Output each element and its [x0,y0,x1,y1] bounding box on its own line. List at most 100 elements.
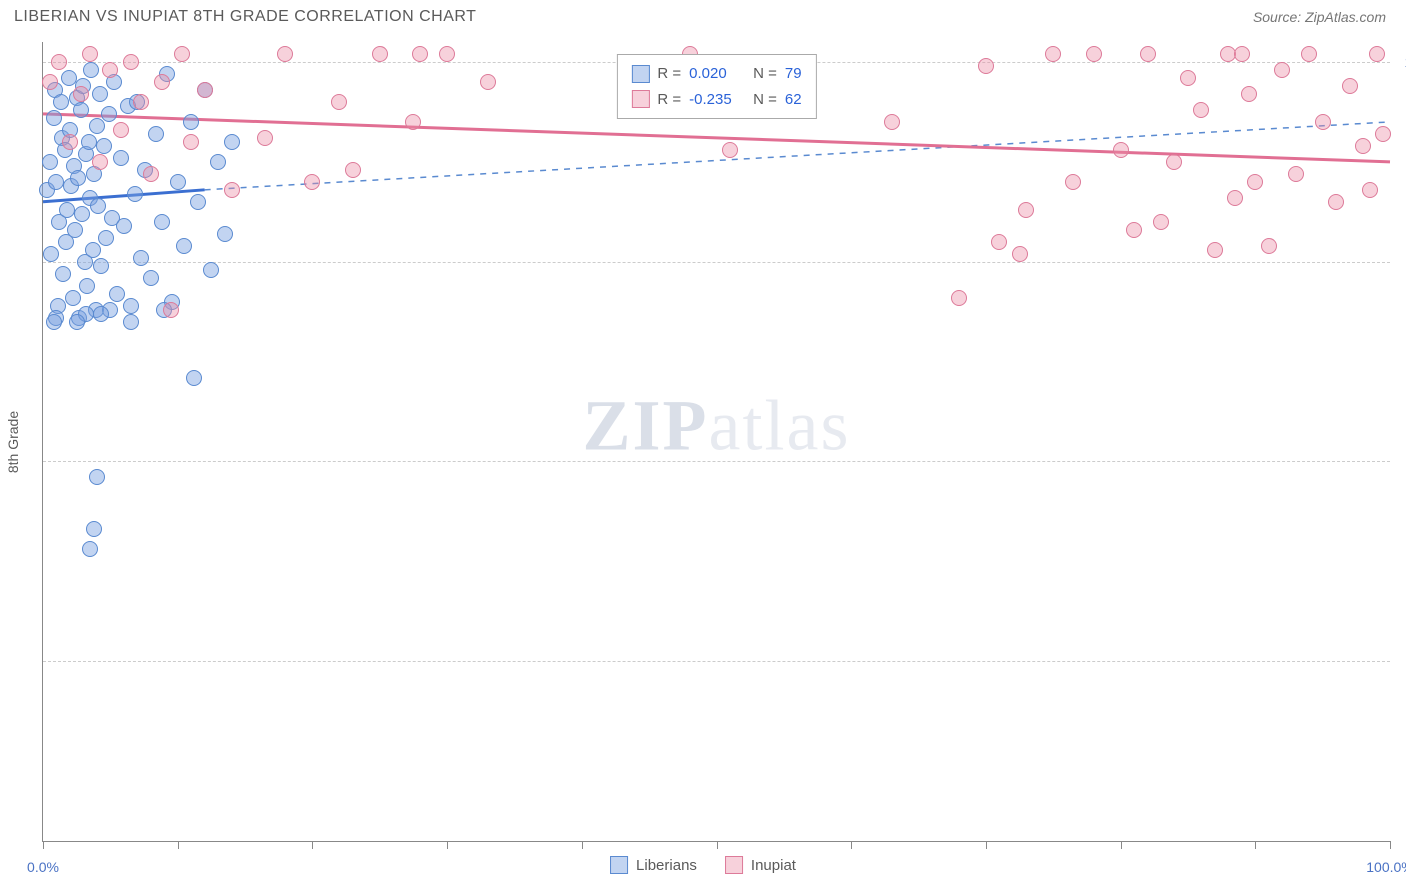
legend-swatch [631,65,649,83]
scatter-marker [1140,46,1156,62]
x-tick [851,841,852,849]
watermark: ZIPatlas [583,384,851,467]
scatter-marker [197,82,213,98]
scatter-marker [148,126,164,142]
legend-r-label: R = [657,87,681,113]
scatter-marker [345,162,361,178]
scatter-marker [46,314,62,330]
scatter-marker [89,118,105,134]
legend-r-value: -0.235 [689,87,745,113]
x-tick [1390,841,1391,849]
scatter-marker [1315,114,1331,130]
legend-n-label: N = [753,61,777,87]
scatter-marker [74,206,90,222]
scatter-marker [1328,194,1344,210]
scatter-marker [174,46,190,62]
x-tick-label: 0.0% [27,859,59,875]
scatter-marker [1180,70,1196,86]
scatter-marker [170,174,186,190]
legend-swatch [631,90,649,108]
scatter-marker [79,278,95,294]
scatter-marker [127,186,143,202]
scatter-marker [93,306,109,322]
scatter-marker [480,74,496,90]
scatter-marker [277,46,293,62]
scatter-marker [109,286,125,302]
scatter-marker [951,290,967,306]
scatter-marker [439,46,455,62]
legend-stats-row: R =0.020N =79 [631,61,801,87]
scatter-marker [183,134,199,150]
scatter-marker [991,234,1007,250]
scatter-marker [67,222,83,238]
scatter-marker [73,86,89,102]
legend-n-label: N = [753,87,777,113]
scatter-marker [82,46,98,62]
scatter-marker [42,154,58,170]
scatter-marker [90,198,106,214]
chart-title: LIBERIAN VS INUPIAT 8TH GRADE CORRELATIO… [14,8,476,26]
gridline [43,262,1390,263]
scatter-marker [1045,46,1061,62]
scatter-marker [143,166,159,182]
scatter-marker [59,202,75,218]
scatter-marker [1241,86,1257,102]
x-tick [447,841,448,849]
x-tick [582,841,583,849]
scatter-marker [65,290,81,306]
trend-lines [43,42,1390,841]
scatter-marker [304,174,320,190]
scatter-marker [1113,142,1129,158]
scatter-marker [217,226,233,242]
x-tick-label: 100.0% [1366,859,1406,875]
legend-series-item: Inupiat [725,856,796,874]
scatter-marker [210,154,226,170]
scatter-marker [123,314,139,330]
scatter-marker [1362,182,1378,198]
scatter-marker [1018,202,1034,218]
scatter-marker [1227,190,1243,206]
scatter-marker [1012,246,1028,262]
y-tick-label: 95.0% [1396,254,1406,270]
chart-container: 8th Grade ZIPatlas 85.0%90.0%95.0%100.0%… [42,42,1390,842]
plot-area: ZIPatlas 85.0%90.0%95.0%100.0%0.0%100.0% [43,42,1390,841]
scatter-marker [186,370,202,386]
legend-r-value: 0.020 [689,61,745,87]
scatter-marker [85,242,101,258]
scatter-marker [51,54,67,70]
legend-swatch [725,856,743,874]
scatter-marker [48,174,64,190]
scatter-marker [133,94,149,110]
scatter-marker [92,86,108,102]
legend-series-name: Inupiat [751,857,796,874]
trend-line-extrapolated [205,122,1390,190]
scatter-marker [69,314,85,330]
scatter-marker [143,270,159,286]
scatter-marker [1274,62,1290,78]
scatter-marker [1234,46,1250,62]
scatter-marker [331,94,347,110]
trend-line [43,114,1390,162]
scatter-marker [1166,154,1182,170]
scatter-marker [81,134,97,150]
x-tick [178,841,179,849]
scatter-marker [1355,138,1371,154]
scatter-marker [154,214,170,230]
scatter-marker [116,218,132,234]
scatter-marker [61,70,77,86]
scatter-marker [1301,46,1317,62]
scatter-marker [113,122,129,138]
scatter-marker [257,130,273,146]
scatter-marker [884,114,900,130]
scatter-marker [1065,174,1081,190]
scatter-marker [92,154,108,170]
scatter-marker [86,521,102,537]
scatter-marker [1193,102,1209,118]
scatter-marker [43,246,59,262]
y-tick-label: 85.0% [1396,653,1406,669]
scatter-marker [53,94,69,110]
scatter-marker [1207,242,1223,258]
scatter-marker [1153,214,1169,230]
legend-series-item: Liberians [610,856,697,874]
scatter-marker [123,298,139,314]
